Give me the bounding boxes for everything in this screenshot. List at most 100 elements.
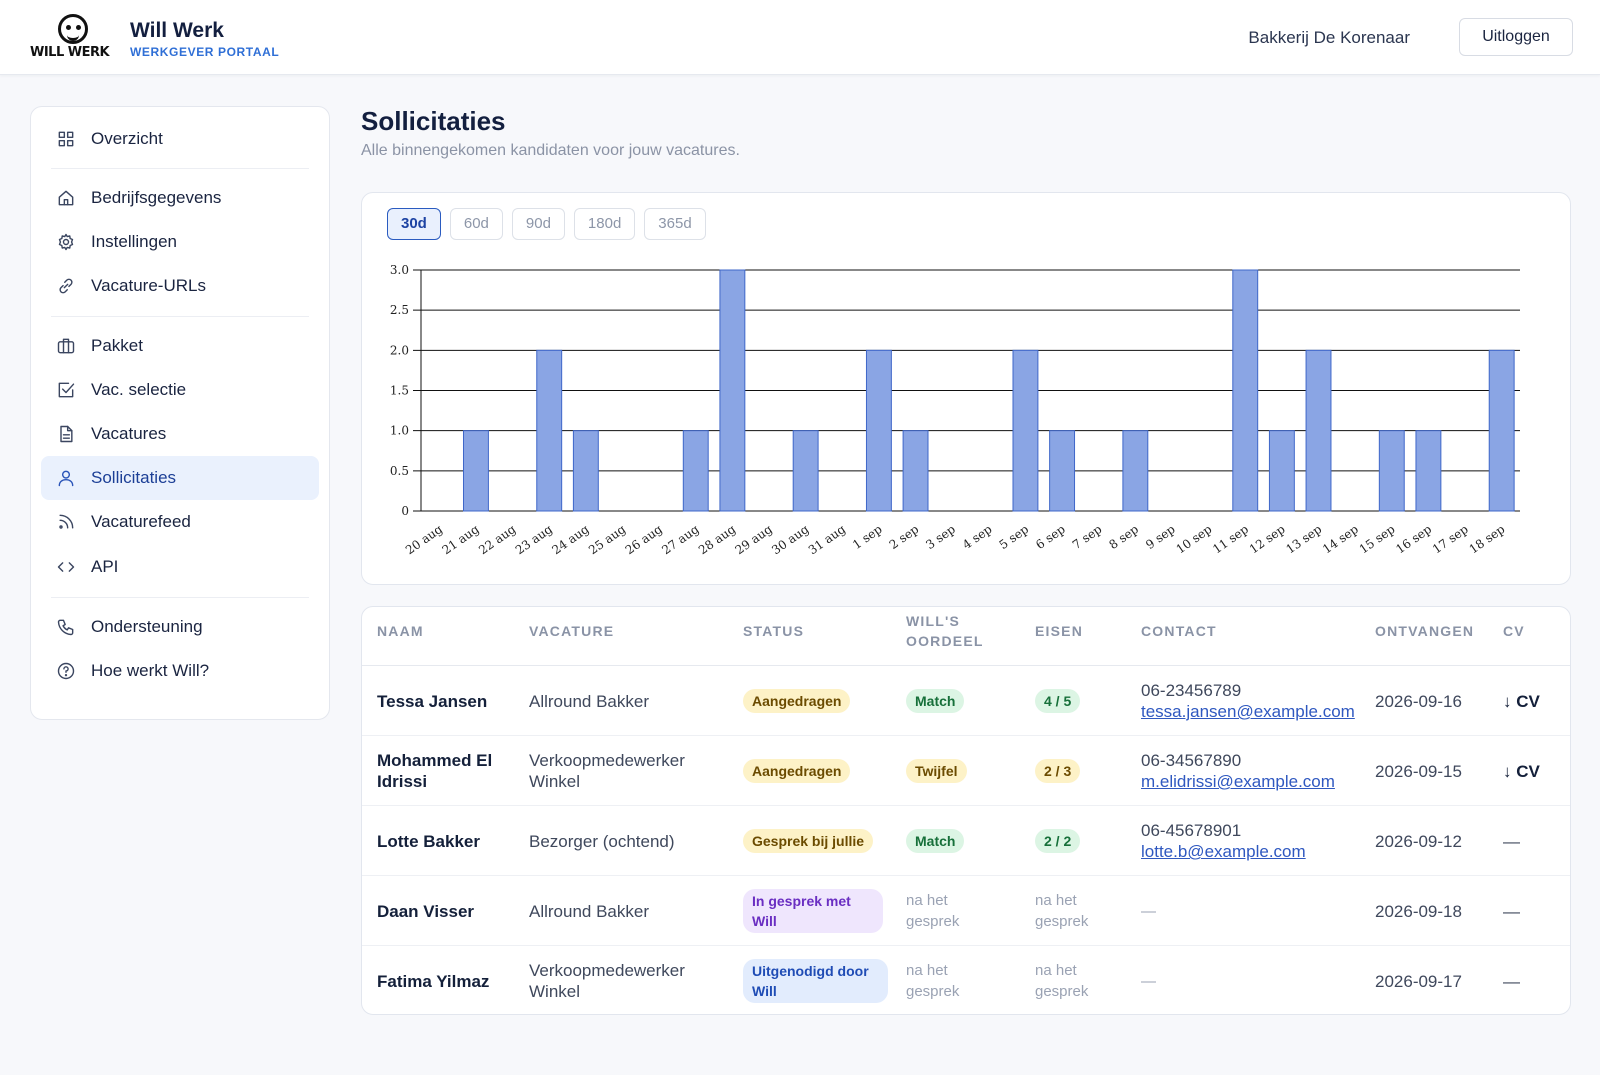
contact-email-link[interactable]: tessa.jansen@example.com [1141,702,1355,721]
range-tab-90d[interactable]: 90d [511,208,565,240]
bar-28-aug[interactable] [719,269,746,512]
bar-2-sep[interactable] [902,430,929,512]
range-tab-60d[interactable]: 60d [449,208,503,240]
grid-icon [55,128,77,150]
sidebar-item-label: Hoe werkt Will? [91,661,210,680]
contact-email-link[interactable]: lotte.b@example.com [1141,842,1306,861]
logo-face-icon [58,14,88,44]
x-tick-label: 16 sep [1393,522,1434,557]
x-tick-label: 7 sep [1070,522,1105,552]
column-header-cv[interactable]: CV [1503,623,1525,639]
home-icon [55,187,77,209]
page-title: Sollicitaties [361,106,506,136]
sidebar-item-api[interactable]: API [41,545,319,589]
bar-21-aug[interactable] [462,430,489,512]
verdict-badge: Twijfel [906,759,967,783]
table-row[interactable]: Mohammed El Idrissi Verkoopmedewerker Wi… [362,736,1570,806]
gear-icon [55,231,77,253]
column-header-ontvangen[interactable]: ONTVANGEN [1375,623,1475,639]
range-tab-30d[interactable]: 30d [387,208,441,240]
column-header-eisen[interactable]: EISEN [1035,623,1084,639]
bar-11-sep[interactable] [1232,269,1259,512]
range-tab-180d[interactable]: 180d [573,208,636,240]
bar-12-sep[interactable] [1268,430,1295,512]
column-header-oordeel[interactable]: WILL'S OORDEEL [906,611,984,651]
sidebar-item-sollicitaties[interactable]: Sollicitaties [41,456,319,500]
sidebar-item-label: API [91,557,119,576]
sidebar-item-instellingen[interactable]: Instellingen [41,220,319,264]
sidebar-item-vacature-urls[interactable]: Vacature-URLs [41,264,319,308]
bar-5-sep[interactable] [1012,349,1039,512]
candidate-name[interactable]: Tessa Jansen [377,691,488,711]
bar-6-sep[interactable] [1049,430,1076,512]
briefcase-icon [55,335,77,357]
help-icon [55,660,77,682]
page-subtitle: Alle binnengekomen kandidaten voor jouw … [361,142,740,159]
logout-button[interactable]: Uitloggen [1459,18,1573,56]
x-tick-label: 18 sep [1467,522,1508,557]
x-tick-label: 9 sep [1143,522,1178,552]
candidate-name[interactable]: Lotte Bakker [377,831,480,851]
received-date: 2026-09-17 [1375,971,1462,991]
will-werk-logo[interactable]: WILL WERK [30,14,118,62]
bar-18-sep[interactable] [1488,349,1515,512]
x-tick-label: 22 aug [476,522,518,558]
bar-24-aug[interactable] [572,430,599,512]
column-header-contact[interactable]: CONTACT [1141,623,1217,639]
status-cell: Aangedragen [743,736,893,806]
status-badge: In gesprek met Will [743,889,883,933]
sidebar-item-bedrijfsgegevens[interactable]: Bedrijfsgegevens [41,176,319,220]
column-header-status[interactable]: STATUS [743,623,805,639]
candidate-name[interactable]: Daan Visser [377,901,475,921]
table-row[interactable]: Fatima Yilmaz Verkoopmedewerker Winkel U… [362,946,1570,1014]
download-cv-link[interactable]: ↓ CV [1503,691,1540,711]
table-header-divider [362,665,1570,666]
document-icon [55,423,77,445]
verdict-badge: Match [906,689,965,713]
sidebar-divider [51,316,309,317]
y-tick-label: 1.5 [390,384,409,398]
table-row[interactable]: Tessa Jansen Allround Bakker Aangedragen… [362,666,1570,736]
requirements-badge: 4 / 5 [1035,689,1081,713]
sidebar-item-ondersteuning[interactable]: Ondersteuning [41,605,319,649]
candidate-name[interactable]: Fatima Yilmaz [377,971,490,991]
phone-icon [55,616,77,638]
x-tick-label: 1 sep [850,522,885,552]
range-tab-365d[interactable]: 365d [644,208,706,240]
bar-13-sep[interactable] [1305,349,1332,512]
sidebar-item-vacaturefeed[interactable]: Vacaturefeed [41,500,319,544]
sidebar-item-hoe-werkt-will[interactable]: Hoe werkt Will? [41,649,319,693]
requirements-badge: 2 / 2 [1035,829,1081,853]
bar-15-sep[interactable] [1378,430,1405,512]
sidebar-divider [51,597,309,598]
contact-email-link[interactable]: m.elidrissi@example.com [1141,772,1335,791]
bar-27-aug[interactable] [682,430,709,512]
range-tabs: 30d 60d 90d 180d 365d [387,208,706,240]
contact-cell: 06-34567890 m.elidrissi@example.com [1141,736,1371,806]
table-row[interactable]: Lotte Bakker Bezorger (ochtend) Gesprek … [362,806,1570,876]
x-tick-label: 31 aug [806,522,848,558]
column-header-naam[interactable]: NAAM [377,623,424,639]
bar-16-sep[interactable] [1415,430,1442,512]
sidebar-item-vacatures[interactable]: Vacatures [41,412,319,456]
x-tick-label: 2 sep [887,522,922,552]
vacancy-title: Verkoopmedewerker Winkel [529,961,685,1001]
column-header-vacature[interactable]: VACATURE [529,623,615,639]
sidebar-item-label: Vacature-URLs [91,276,206,295]
requirements-badge: 2 / 3 [1035,759,1081,783]
bar-1-sep[interactable] [865,349,892,512]
download-cv-link[interactable]: ↓ CV [1503,761,1540,781]
candidate-name[interactable]: Mohammed El Idrissi [377,751,493,791]
sidebar-item-vac-selectie[interactable]: Vac. selectie [41,368,319,412]
x-tick-label: 8 sep [1107,522,1142,552]
sidebar-item-pakket[interactable]: Pakket [41,324,319,368]
verdict-cell: Twijfel [906,736,1026,806]
status-badge: Gesprek bij jullie [743,829,874,853]
sidebar-item-overzicht[interactable]: Overzicht [41,117,319,161]
table-row[interactable]: Daan Visser Allround Bakker In gesprek m… [362,876,1570,946]
bar-23-aug[interactable] [536,349,563,512]
bar-30-aug[interactable] [792,430,819,512]
contact-cell: 06-23456789 tessa.jansen@example.com [1141,666,1371,736]
sidebar-nav: Overzicht Bedrijfsgegevens Instellingen … [30,106,330,720]
bar-8-sep[interactable] [1122,430,1149,512]
